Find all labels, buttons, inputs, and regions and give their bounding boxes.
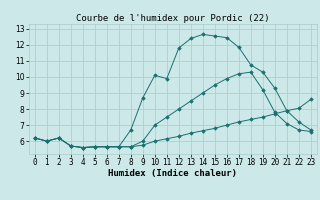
Title: Courbe de l'humidex pour Pordic (22): Courbe de l'humidex pour Pordic (22): [76, 14, 269, 23]
X-axis label: Humidex (Indice chaleur): Humidex (Indice chaleur): [108, 169, 237, 178]
